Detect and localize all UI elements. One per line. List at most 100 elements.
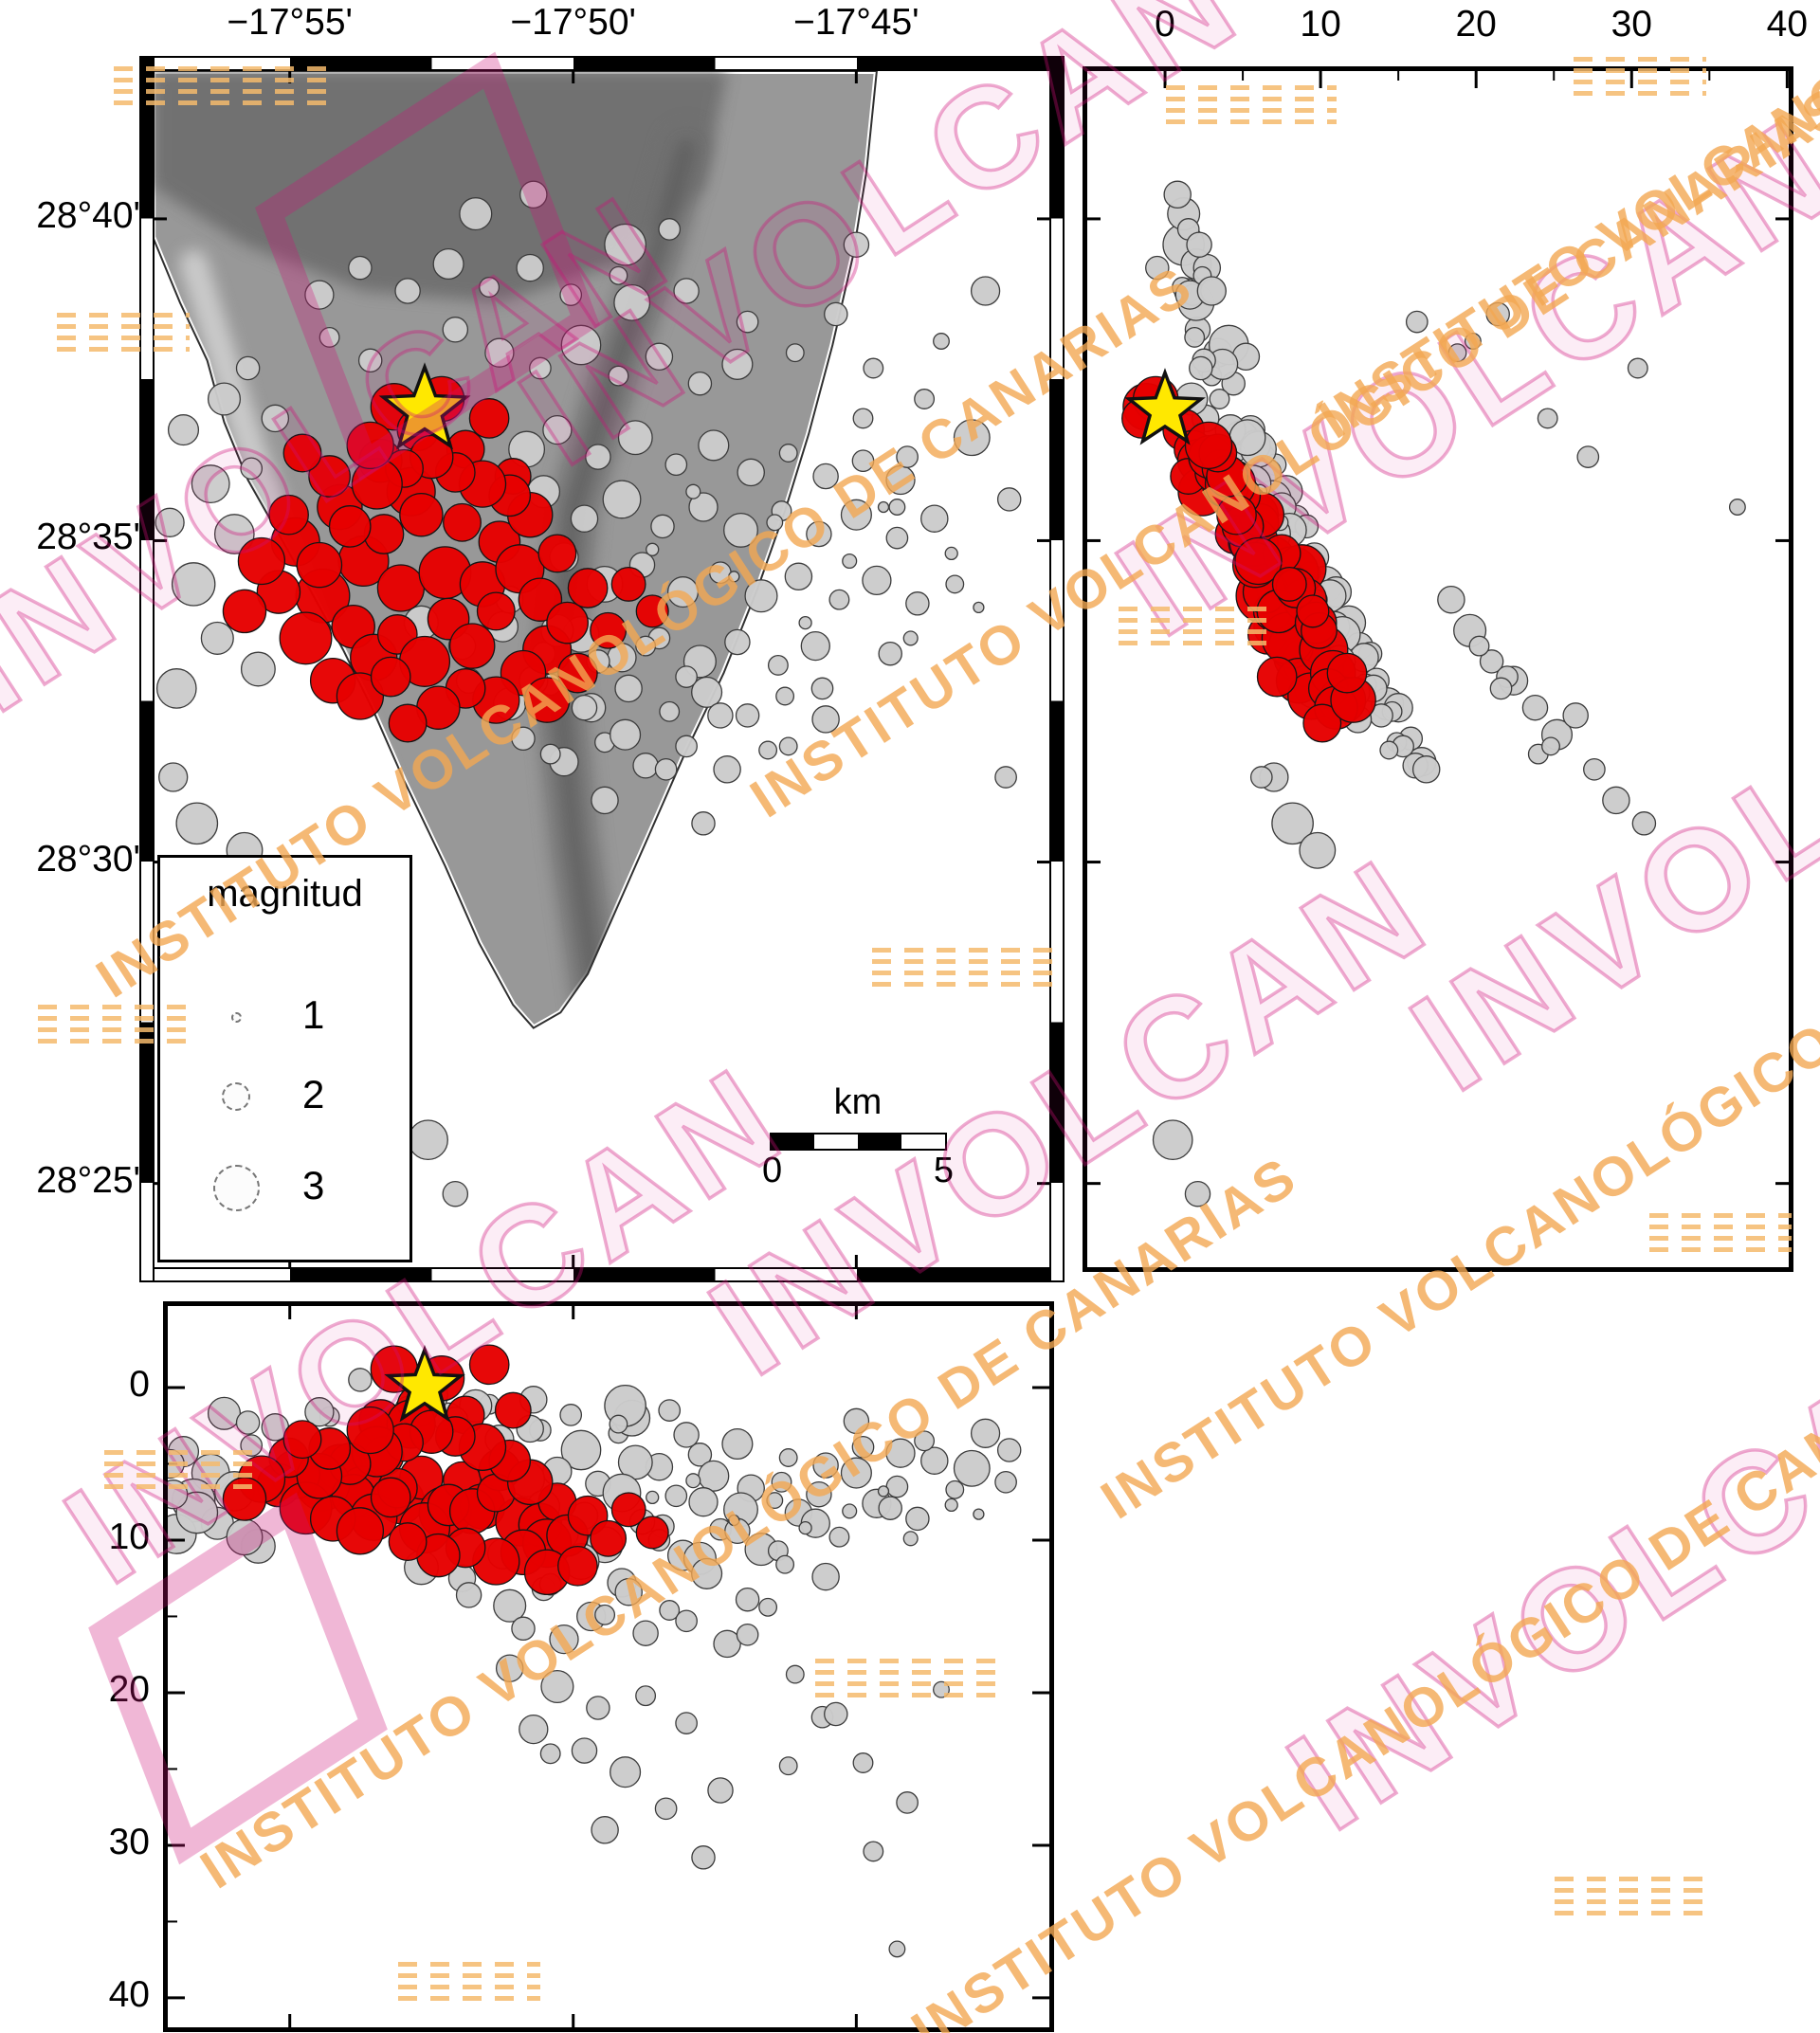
earthquake-marker <box>557 652 598 694</box>
earthquake-marker <box>664 453 688 477</box>
earthquake-marker <box>654 757 678 781</box>
earthquake-marker <box>766 514 784 532</box>
earthquake-marker <box>1537 408 1558 429</box>
earthquake-marker <box>996 487 1022 512</box>
earthquake-marker <box>1562 702 1589 729</box>
coastline <box>155 71 878 1029</box>
earthquake-marker <box>571 1737 598 1764</box>
earthquake-marker <box>863 357 884 379</box>
legend-item-label: 2 <box>302 1072 325 1116</box>
earthquake-marker <box>778 736 798 756</box>
earthquake-marker <box>557 1545 598 1587</box>
earthquake-marker <box>675 665 698 688</box>
scalebar-segment <box>814 1134 858 1149</box>
earthquake-marker <box>1163 180 1192 209</box>
lon-tick-label: −17°45' <box>793 2 919 43</box>
earthquake-marker <box>1728 499 1746 516</box>
earthquake-marker <box>852 408 874 429</box>
earthquake-marker <box>658 218 682 241</box>
earthquake-marker <box>970 276 1001 306</box>
earthquake-marker <box>758 740 778 760</box>
earthquake-marker <box>537 534 577 573</box>
earthquake-marker <box>1411 755 1441 784</box>
depth-tick-label: 10 <box>1300 4 1341 45</box>
earthquake-marker <box>877 500 890 514</box>
earthquake-marker <box>973 1508 985 1520</box>
earthquake-marker <box>812 1452 839 1479</box>
legend-title: magnitud <box>207 873 363 915</box>
depth-tick-label: 40 <box>108 1973 150 2015</box>
earthquake-marker <box>1405 310 1429 334</box>
earthquake-marker <box>824 301 848 327</box>
earthquake-marker <box>944 1498 958 1513</box>
earthquake-marker <box>175 1491 219 1534</box>
earthquake-marker <box>785 1664 805 1684</box>
earthquake-marker <box>1184 421 1233 470</box>
eruption-star-icon <box>1124 368 1206 445</box>
earthquake-marker <box>155 668 197 709</box>
earthquake-marker <box>688 492 719 522</box>
earthquake-marker <box>709 561 732 585</box>
earthquake-marker <box>744 579 778 613</box>
scalebar-start-label: 0 <box>762 1151 783 1190</box>
earthquake-marker <box>376 564 426 612</box>
earthquake-marker <box>737 458 765 487</box>
earthquake-marker <box>594 1604 616 1625</box>
earthquake-marker <box>1583 757 1606 781</box>
earthquake-marker <box>664 1484 688 1508</box>
earthquake-marker <box>191 464 230 504</box>
earthquake-marker <box>459 197 493 231</box>
earthquake-marker <box>632 1620 659 1646</box>
earthquake-marker <box>914 1430 936 1452</box>
earthquake-marker <box>614 1577 643 1606</box>
earthquake-marker <box>336 672 385 720</box>
earthquake-marker <box>484 337 515 368</box>
earthquake-marker <box>896 445 919 468</box>
earthquake-marker <box>614 674 643 703</box>
earthquake-marker <box>645 342 674 372</box>
legend-item-label: 1 <box>302 992 325 1037</box>
earthquake-marker <box>171 562 216 607</box>
earthquake-marker <box>775 686 795 706</box>
earthquake-marker <box>559 1404 583 1426</box>
earthquake-marker <box>806 520 832 548</box>
earthquake-marker <box>885 1438 916 1468</box>
earthquake-marker <box>235 355 261 381</box>
earthquake-marker <box>863 1841 884 1862</box>
earthquake-marker <box>673 278 700 304</box>
earthquake-marker <box>851 449 875 473</box>
map-frame-right <box>1049 56 1065 1282</box>
earthquake-marker <box>953 1449 991 1487</box>
earthquake-marker <box>1602 786 1630 815</box>
scalebar-segment <box>901 1134 945 1149</box>
lat-tick-label: 28°30' <box>36 838 140 880</box>
earthquake-marker <box>843 231 870 258</box>
earthquake-marker <box>207 1396 242 1430</box>
watermark-involcan: INVOLCAN <box>1260 1280 1820 1862</box>
earthquake-marker <box>842 553 858 570</box>
earthquake-marker <box>1437 585 1465 614</box>
earthquake-marker <box>944 546 958 561</box>
earthquake-marker <box>828 589 850 610</box>
earthquake-marker <box>1521 694 1549 721</box>
earthquake-marker <box>240 651 276 687</box>
earthquake-marker <box>707 702 734 729</box>
depth-tick-label: 30 <box>1611 4 1652 45</box>
map-frame-left <box>139 56 155 1282</box>
earthquake-marker <box>304 1397 335 1427</box>
earthquake-marker <box>973 601 985 614</box>
earthquake-marker <box>713 755 741 784</box>
earthquake-marker <box>1184 1180 1211 1207</box>
earthquake-marker <box>945 574 965 594</box>
depth-tick-label: 20 <box>1455 4 1497 45</box>
lon-tick-label: −17°55' <box>227 2 353 43</box>
earthquake-marker <box>828 1526 850 1548</box>
depth-tick-label: 20 <box>108 1668 150 1710</box>
depth-latitude-panel <box>1083 66 1793 1272</box>
earthquake-marker <box>442 317 469 343</box>
lat-tick-label: 28°25' <box>36 1159 140 1201</box>
earthquake-marker <box>666 576 700 608</box>
earthquake-marker <box>549 1624 579 1655</box>
earthquake-marker <box>736 310 759 334</box>
